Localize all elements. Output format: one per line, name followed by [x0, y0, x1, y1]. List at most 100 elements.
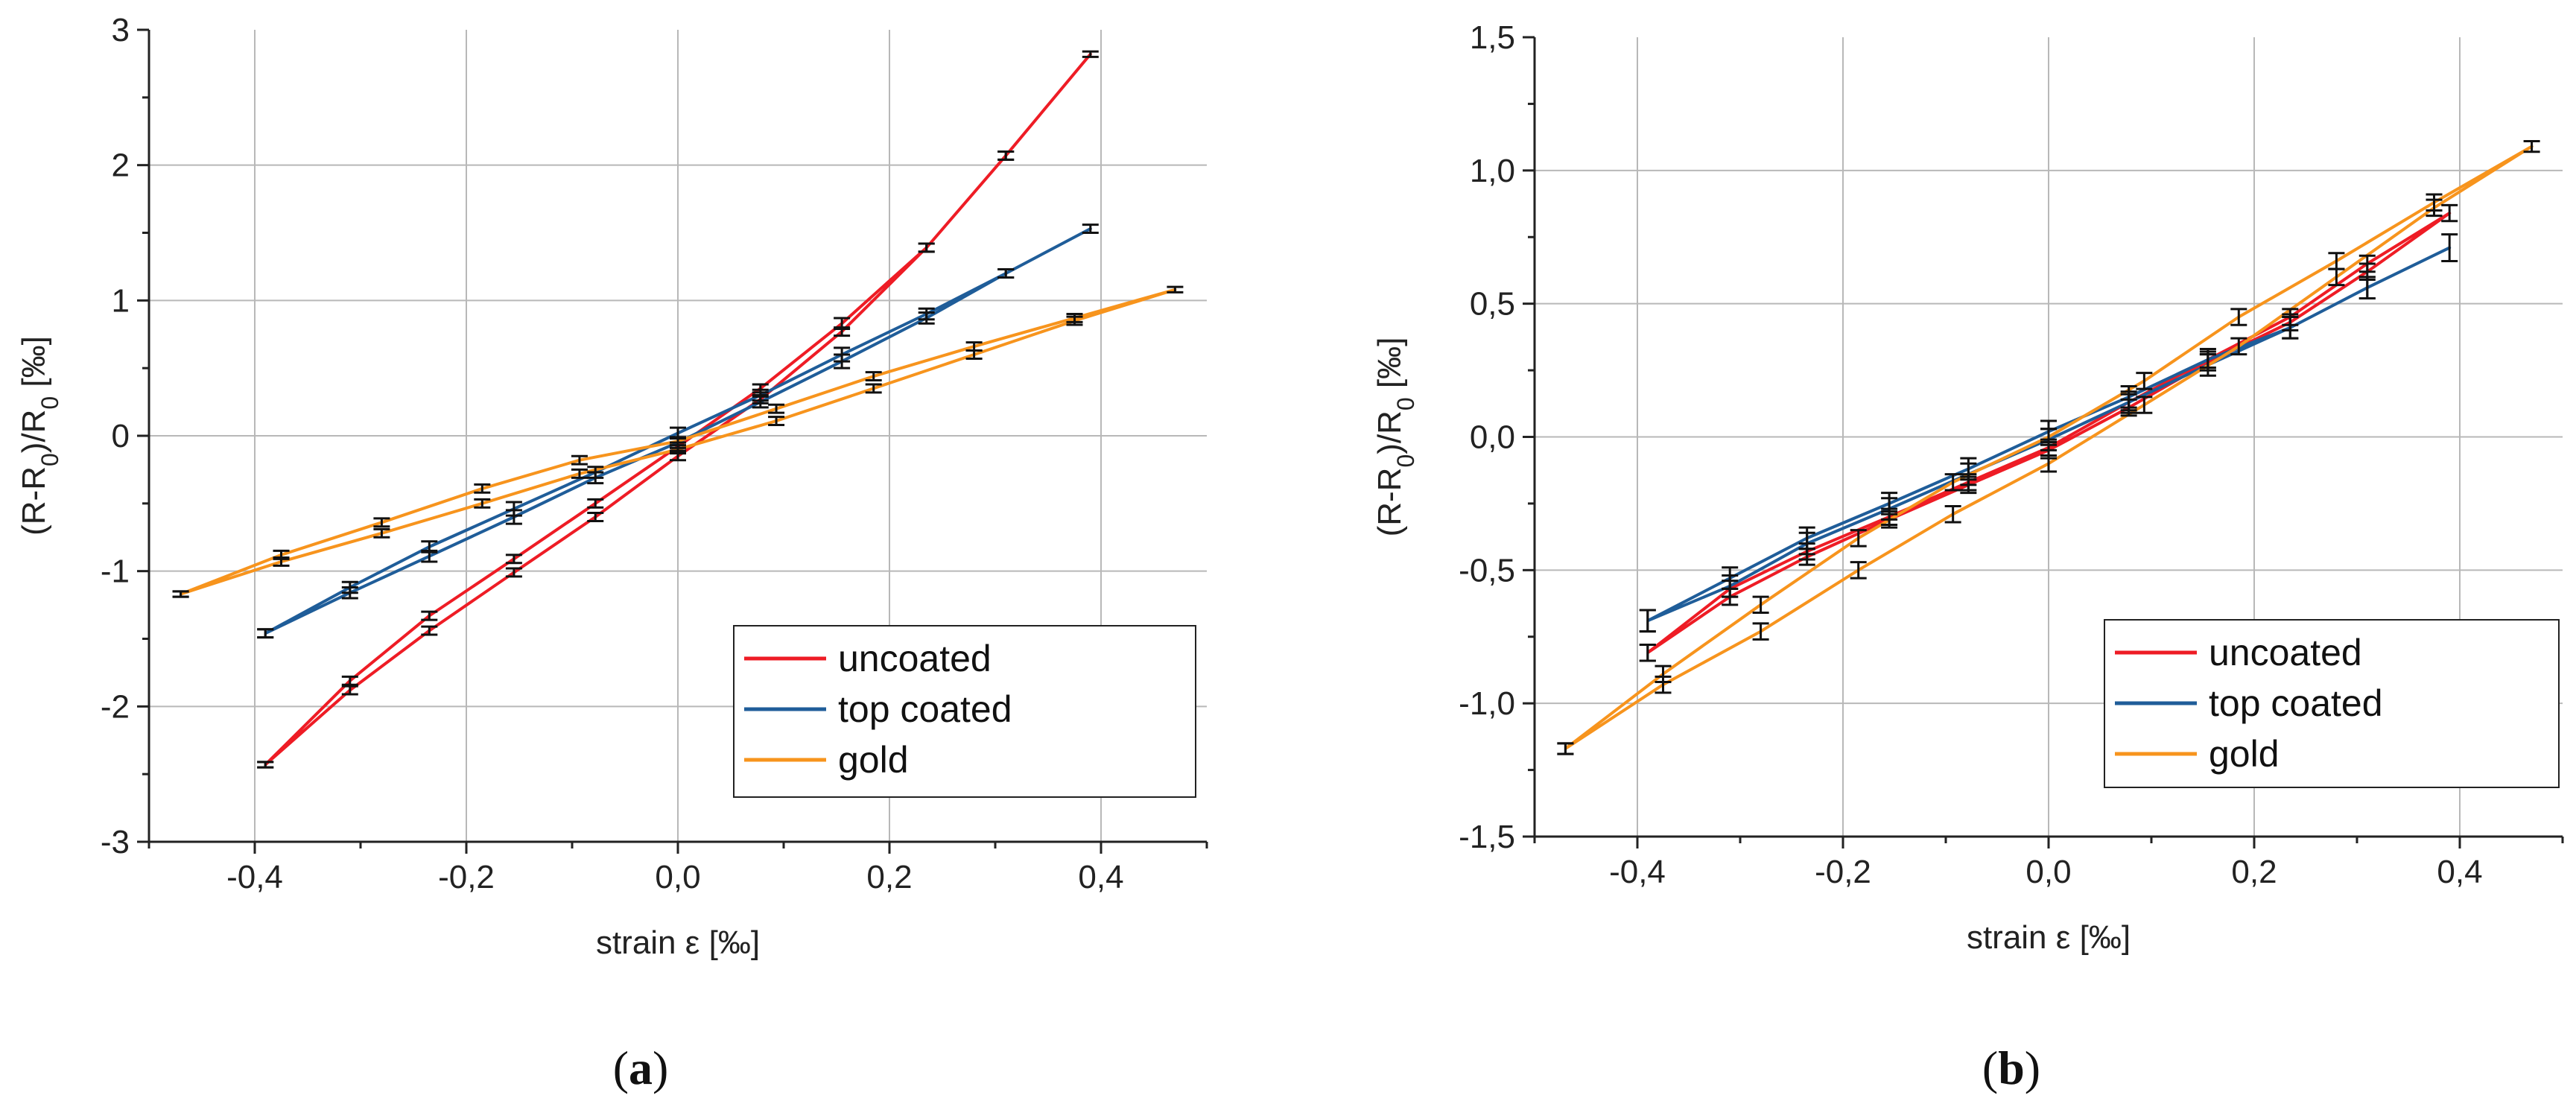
- error-bar: [2136, 372, 2153, 390]
- error-bar: [752, 388, 769, 402]
- legend-label-top-coated: top coated: [2209, 682, 2383, 724]
- y-axis-title-part: )/R: [1371, 410, 1408, 454]
- error-bar: [2040, 454, 2057, 473]
- error-bar: [2136, 396, 2153, 414]
- legend-label-gold: gold: [2209, 733, 2280, 775]
- error-bar: [670, 436, 686, 447]
- error-bar: [474, 483, 491, 494]
- y-axis-title-part: )/R: [16, 410, 52, 454]
- error-bar: [341, 675, 358, 686]
- error-bar: [2230, 308, 2247, 326]
- error-bar: [257, 761, 274, 769]
- error-bar: [2328, 252, 2345, 270]
- y-axis-title-subscript: 0: [37, 396, 63, 410]
- panel-label-open: (: [1982, 1041, 1998, 1094]
- y-axis-title-part: (R-R: [1371, 468, 1408, 537]
- error-bar: [273, 549, 290, 560]
- x-axis-title: strain ε [‰]: [1967, 919, 2131, 956]
- error-bar: [1944, 473, 1961, 492]
- error-bar: [2120, 390, 2137, 414]
- error-bar: [2358, 254, 2376, 273]
- error-bar: [1960, 462, 1977, 486]
- y-tick-label: -1: [101, 553, 130, 590]
- y-axis-title-subscript: 0: [1392, 454, 1419, 468]
- error-bar: [474, 498, 491, 509]
- error-bar: [421, 540, 438, 553]
- error-bar: [505, 567, 522, 578]
- legend: uncoated top coated gold: [733, 625, 1196, 798]
- panel-label-letter: b: [1998, 1041, 2025, 1094]
- y-tick-label: -0,5: [1459, 552, 1515, 589]
- error-bar: [2523, 139, 2540, 153]
- error-bar: [341, 580, 358, 594]
- x-tick-label: -0,4: [1609, 854, 1666, 890]
- error-bar: [2282, 316, 2299, 340]
- error-bar: [997, 150, 1015, 161]
- error-bar: [1639, 609, 1656, 633]
- y-tick-label: 0,0: [1470, 419, 1515, 456]
- x-tick-label: 0,0: [655, 859, 700, 895]
- error-bar: [505, 553, 522, 565]
- error-bar: [257, 628, 274, 639]
- panel-label-close: ): [653, 1041, 668, 1094]
- error-bar: [918, 307, 935, 321]
- error-bar: [587, 512, 604, 522]
- error-bar: [373, 517, 390, 528]
- error-bar: [421, 610, 438, 621]
- error-bar: [421, 625, 438, 636]
- panel-label-letter: a: [629, 1041, 653, 1094]
- error-bar: [1881, 497, 1898, 521]
- error-bar: [571, 468, 588, 479]
- error-bar: [2199, 353, 2216, 377]
- y-tick-label: -1,0: [1459, 685, 1515, 722]
- error-bar: [1944, 504, 1961, 524]
- error-bar: [997, 268, 1015, 279]
- error-bar: [1752, 595, 1769, 615]
- error-bar: [172, 590, 189, 598]
- error-bar: [2441, 203, 2458, 223]
- x-tick-label: -0,2: [1815, 854, 1871, 890]
- error-bar: [768, 416, 785, 426]
- y-tick-label: -2: [101, 688, 130, 725]
- y-axis-title-part: [‰]: [1371, 337, 1408, 398]
- legend-box: [733, 625, 1196, 798]
- y-tick-label: 1,0: [1470, 153, 1515, 189]
- y-axis-title-part: (R-R: [16, 466, 52, 536]
- error-bar: [587, 498, 604, 509]
- y-tick-label: 3: [112, 12, 130, 48]
- error-bar: [834, 346, 851, 363]
- y-axis-title-subscript: 0: [1392, 397, 1419, 410]
- error-bar: [918, 242, 935, 253]
- error-bar: [571, 454, 588, 466]
- panel-label: (a): [613, 1041, 669, 1094]
- error-bar: [965, 341, 983, 352]
- error-bar: [1557, 742, 1574, 755]
- error-bar: [1752, 622, 1769, 641]
- y-axis-title-subscript: 0: [37, 453, 63, 466]
- error-bar: [865, 371, 882, 382]
- panel-label-open: (: [613, 1041, 629, 1094]
- x-tick-label: 0,2: [2231, 854, 2277, 890]
- error-bar: [373, 527, 390, 539]
- error-bar: [505, 501, 522, 517]
- x-axis-title: strain ε [‰]: [596, 924, 760, 961]
- error-bar: [1798, 531, 1815, 556]
- y-axis-title: (R-R0)/R0 [‰]: [1371, 337, 1419, 537]
- error-bar: [1850, 529, 1867, 548]
- error-bar: [2358, 276, 2376, 300]
- x-tick-label: 0,0: [2025, 854, 2071, 890]
- y-tick-label: 0,5: [1470, 286, 1515, 323]
- y-tick-label: 2: [112, 147, 130, 184]
- y-tick-label: 1,5: [1470, 19, 1515, 56]
- legend: uncoated top coated gold: [2104, 619, 2560, 788]
- error-bar: [865, 383, 882, 394]
- error-bar: [2230, 337, 2247, 356]
- error-bar: [834, 317, 851, 330]
- error-bar: [1722, 574, 1739, 598]
- legend-label-uncoated: uncoated: [2209, 632, 2362, 673]
- error-bar: [2426, 193, 2443, 212]
- y-axis-title-part: [‰]: [16, 336, 52, 396]
- error-bar: [1167, 285, 1184, 294]
- legend-label-top-coated: top coated: [838, 688, 1012, 730]
